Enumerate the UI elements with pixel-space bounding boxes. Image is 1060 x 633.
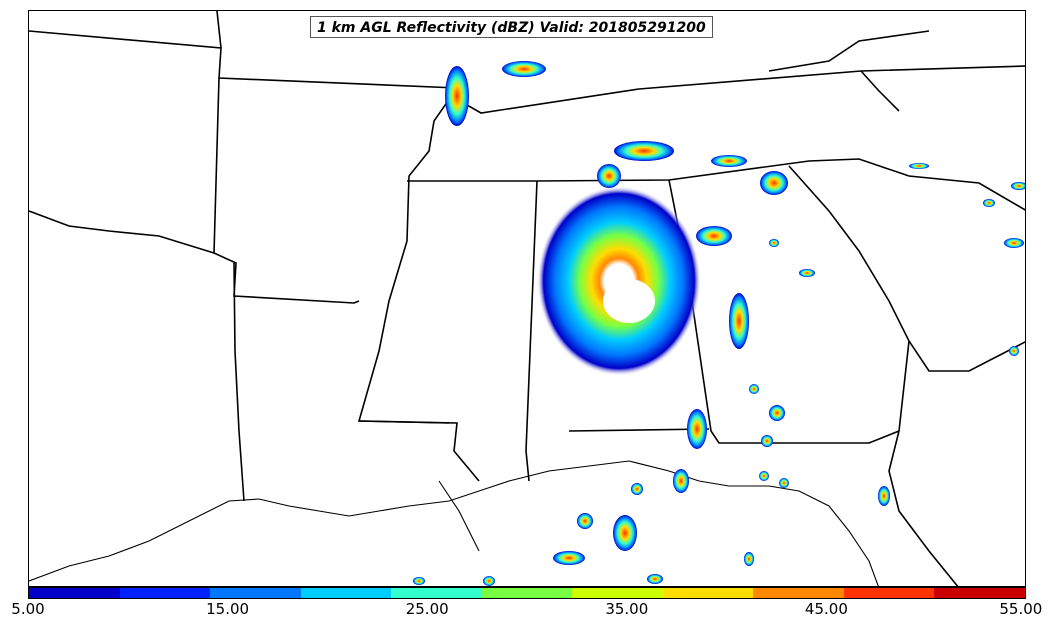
coast-line — [29, 460, 879, 586]
border-line — [357, 87, 458, 424]
colorbar-segment — [662, 588, 754, 598]
map-title: 1 km AGL Reflectivity (dBZ) Valid: 20180… — [310, 16, 713, 38]
colorbar-segment — [29, 588, 120, 598]
colorbar-segment — [481, 588, 573, 598]
border-line — [358, 420, 480, 482]
colorbar-tick-label: 55.00 — [999, 600, 1043, 618]
colorbar-segment — [391, 588, 482, 598]
colorbar-tick-label: 45.00 — [804, 600, 848, 618]
colorbar-segment — [753, 588, 844, 598]
colorbar-tick-label: 5.00 — [11, 600, 45, 618]
border-line — [216, 11, 222, 49]
colorbar-labels: 5.00 15.00 25.00 35.00 45.00 55.00 — [0, 600, 1060, 624]
border-line — [768, 30, 930, 72]
border-line — [29, 210, 215, 254]
state-boundaries — [29, 11, 1025, 586]
border-line — [788, 165, 1025, 372]
colorbar-segment — [934, 588, 1026, 598]
border-line — [668, 179, 900, 444]
colorbar-tick-label: 15.00 — [206, 600, 250, 618]
map-panel — [28, 10, 1026, 587]
coastline — [29, 460, 879, 586]
border-line — [407, 158, 1025, 211]
border-line — [888, 340, 959, 586]
colorbar-segment — [210, 588, 301, 598]
colorbar-tick-label: 35.00 — [605, 600, 649, 618]
coast-line — [438, 480, 480, 552]
border-line — [525, 180, 538, 482]
colorbar-segment — [572, 588, 663, 598]
reflectivity-map — [29, 11, 1025, 586]
hurricane-echo — [537, 186, 701, 376]
colorbar-tick-label: 25.00 — [405, 600, 449, 618]
colorbar-segment — [843, 588, 935, 598]
convective-cells — [413, 61, 1025, 586]
border-line — [568, 428, 710, 432]
border-line — [213, 77, 360, 304]
colorbar-segment — [119, 588, 211, 598]
colorbar-segment — [300, 588, 392, 598]
border-line — [233, 262, 245, 502]
colorbar — [28, 587, 1026, 599]
border-line — [860, 70, 900, 112]
